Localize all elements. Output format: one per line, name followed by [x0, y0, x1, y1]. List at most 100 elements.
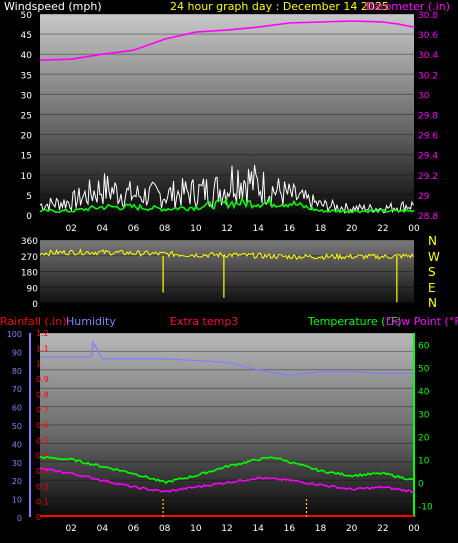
compass-s: S — [428, 265, 436, 279]
x-tick: 18 — [315, 524, 327, 534]
x-tick: 08 — [159, 224, 171, 234]
humidity-tick: 0 — [17, 514, 22, 523]
humidity-axis-label: Humidity — [66, 315, 116, 328]
direction-tick: 360 — [21, 237, 38, 247]
temperature-series — [39, 340, 415, 517]
windspeed-tick: 25 — [21, 112, 32, 122]
bottom-tick-labels: 010203040506070809010000.10.20.30.40.50.… — [7, 329, 433, 523]
humidity-tick: 50 — [12, 422, 22, 431]
gust-line — [39, 164, 414, 215]
windspeed-tick: 5 — [26, 192, 32, 202]
bottom-x-tick-labels: 02 04 06 08 10 12 14 16 18 20 22 00 — [65, 524, 420, 534]
rainfall-tick: 0.3 — [36, 467, 49, 476]
rainfall-tick: 1.2 — [36, 329, 49, 338]
barometer-tick: 29 — [418, 192, 430, 202]
dewpoint-line — [39, 467, 415, 494]
temperature-tick: 20 — [418, 434, 430, 444]
rainfall-tick: 0.5 — [36, 436, 49, 445]
wind-direction-grid — [40, 239, 414, 304]
humidity-tick: 40 — [12, 440, 22, 449]
x-tick: 16 — [284, 524, 296, 534]
barometer-tick: 29.4 — [418, 152, 438, 162]
temperature-grid — [40, 332, 414, 518]
windspeed-tick: 30 — [21, 91, 33, 101]
barometer-tick: 29.6 — [418, 132, 438, 142]
x-tick: 06 — [128, 524, 140, 534]
x-tick: 16 — [284, 224, 296, 234]
rainfall-tick: 0 — [36, 513, 41, 522]
barometer-tick-labels: 28.8 29 29.2 29.4 29.6 29.8 30 30.2 30.4 30.6 30.8 — [418, 11, 438, 222]
x-tick: 12 — [221, 524, 232, 534]
x-tick: 00 — [408, 224, 420, 234]
barometer-axis-label: Barometer (.in) — [366, 0, 450, 13]
barometer-tick: 30.6 — [418, 31, 438, 41]
rainfall-tick: 0.8 — [36, 390, 49, 399]
wind-speed-line — [39, 196, 415, 214]
humidity-tick: 80 — [12, 367, 22, 376]
compass-n-bottom: N — [428, 296, 437, 310]
compass-e: E — [428, 281, 436, 295]
barometer-tick: 29.2 — [418, 172, 438, 182]
humidity-tick: 60 — [12, 404, 22, 413]
graph-title: 24 hour graph day : December 14 2025 — [170, 0, 389, 13]
rainfall-tick: 0.1 — [36, 498, 49, 507]
direction-tick: 0 — [32, 300, 38, 310]
windspeed-axis-label: Windspeed (mph) — [4, 0, 102, 13]
humidity-line — [40, 340, 414, 376]
rainfall-tick: 1.1 — [36, 344, 49, 353]
windspeed-tick: 40 — [21, 51, 33, 61]
barometer-tick: 30.2 — [418, 71, 438, 81]
temperature-tick: -10 — [418, 503, 433, 513]
x-tick: 12 — [221, 224, 232, 234]
wind-baro-plot-area — [40, 14, 414, 215]
windspeed-tick-labels: 0 5 10 15 20 25 30 35 40 45 50 — [21, 11, 33, 222]
windspeed-tick: 20 — [21, 132, 33, 142]
temperature-tick: 40 — [418, 388, 430, 398]
x-tick: 20 — [346, 224, 358, 234]
x-tick: 00 — [408, 524, 420, 534]
temperature-tick: 0 — [418, 480, 424, 490]
direction-tick: 90 — [27, 284, 39, 294]
rainfall-tick: 0.2 — [36, 482, 49, 491]
wind-direction-line — [39, 248, 414, 261]
humidity-tick: 100 — [7, 330, 22, 339]
windspeed-tick: 10 — [21, 172, 33, 182]
top-x-tick-labels: 02 04 06 08 10 12 14 16 18 20 22 00 — [65, 224, 420, 234]
wind-baro-series — [39, 20, 415, 215]
compass-w: W — [428, 250, 440, 264]
humidity-tick: 90 — [12, 348, 22, 357]
barometer-tick: 30 — [418, 91, 430, 101]
x-tick: 04 — [97, 524, 109, 534]
temperature-tick: 30 — [418, 411, 430, 421]
x-tick: 22 — [377, 524, 388, 534]
barometer-tick: 30.8 — [418, 11, 438, 21]
temperature-line — [39, 455, 415, 485]
rainfall-tick: 1 — [36, 360, 41, 369]
x-tick: 02 — [65, 524, 76, 534]
barometer-tick: 29.8 — [418, 112, 438, 122]
windspeed-tick: 15 — [21, 152, 32, 162]
extra-temp-label: Extra temp3 — [170, 315, 238, 328]
x-tick: 02 — [65, 224, 76, 234]
x-tick: 22 — [377, 224, 388, 234]
wind-direction-series — [39, 248, 414, 303]
temperature-tick: 10 — [418, 457, 430, 467]
humidity-tick: 70 — [12, 385, 22, 394]
direction-tick: 180 — [21, 269, 38, 279]
rainfall-tick: 0.4 — [36, 452, 49, 461]
x-tick: 20 — [346, 524, 358, 534]
windspeed-tick: 0 — [26, 212, 32, 222]
humidity-tick: 10 — [12, 496, 22, 505]
rainfall-tick: 0.7 — [36, 406, 49, 415]
temperature-tick: 50 — [418, 365, 430, 375]
compass-n-top: N — [428, 234, 437, 248]
rainfall-tick: 0.9 — [36, 375, 49, 384]
humidity-tick: 30 — [12, 459, 22, 468]
x-tick: 14 — [252, 524, 264, 534]
rainfall-tick: 0.6 — [36, 421, 49, 430]
x-tick: 14 — [252, 224, 264, 234]
dewpoint-axis-label: Dew Point (°F) — [386, 315, 458, 328]
temperature-tick: 60 — [418, 342, 430, 352]
temperature-axis-label: Temperature (°F) — [307, 315, 402, 328]
